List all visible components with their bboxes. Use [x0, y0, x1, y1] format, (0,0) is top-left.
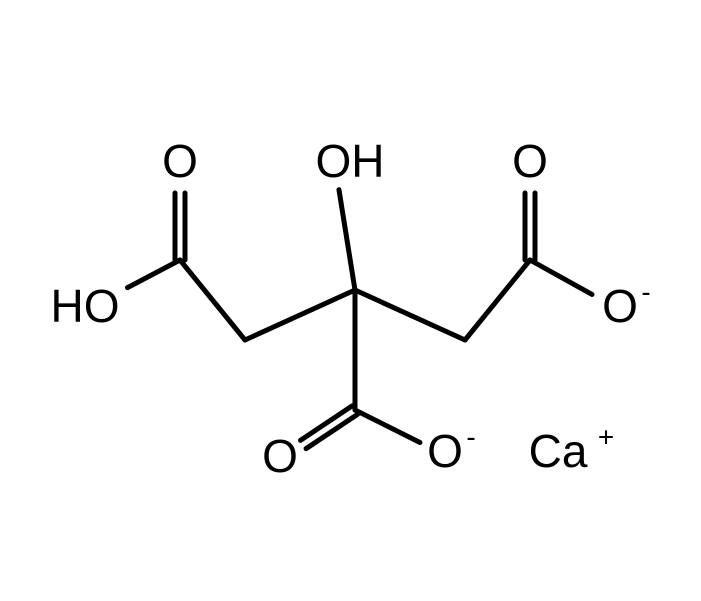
- charge-neg-bottom: -: [466, 421, 475, 452]
- atom-ho-left: HO: [51, 280, 120, 332]
- charge-plus-ca: +: [598, 421, 614, 452]
- atom-ca: Ca: [529, 425, 588, 477]
- atom-o-neg-bottom: O: [427, 425, 463, 477]
- atom-o-top-right: O: [512, 135, 548, 187]
- charge-neg-right: -: [641, 276, 650, 307]
- molecule-canvas: O OH O HO O O O Ca - - +: [0, 0, 701, 601]
- atom-o-top-left: O: [162, 135, 198, 187]
- atom-o-neg-right: O: [602, 280, 638, 332]
- atom-o-double-bottom: O: [262, 430, 298, 482]
- atom-oh-top: OH: [316, 135, 385, 187]
